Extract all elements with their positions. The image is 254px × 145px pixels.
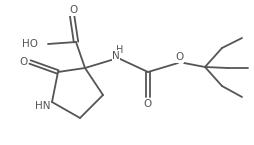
Text: HO: HO — [22, 39, 38, 49]
Text: HN: HN — [35, 101, 51, 111]
Text: N: N — [112, 51, 120, 61]
Text: O: O — [69, 5, 77, 15]
Text: O: O — [144, 99, 152, 109]
Text: O: O — [19, 57, 27, 67]
Text: O: O — [175, 52, 183, 62]
Text: H: H — [116, 45, 124, 55]
